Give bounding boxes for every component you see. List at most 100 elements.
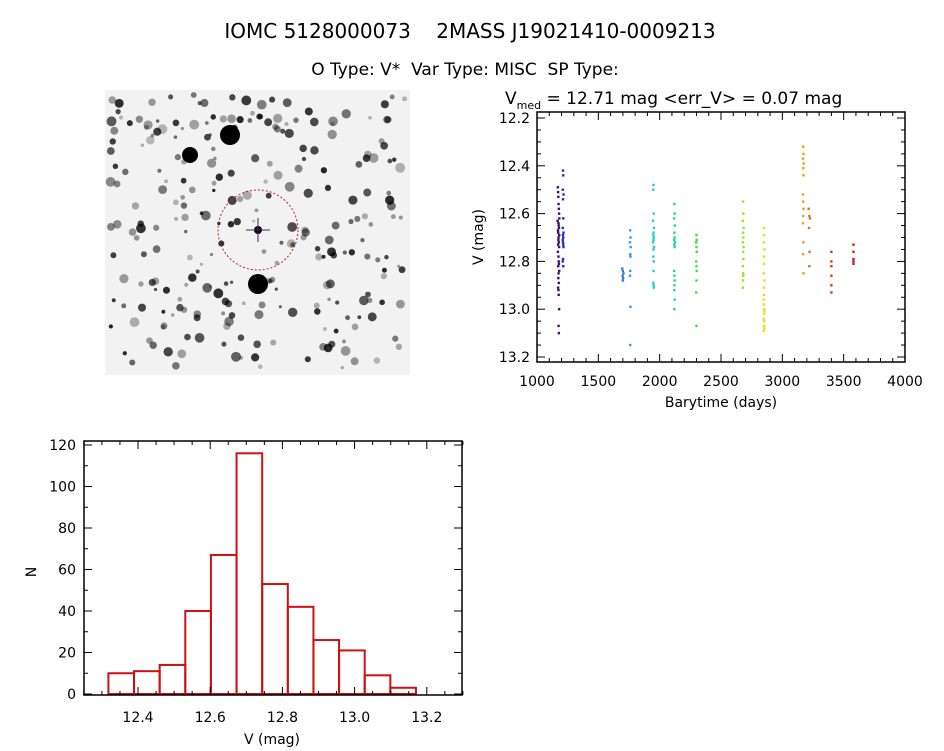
star: [204, 121, 209, 125]
star: [227, 169, 235, 177]
star: [150, 133, 155, 138]
star: [227, 220, 235, 228]
data-point: [802, 162, 805, 165]
star: [223, 281, 229, 286]
star: [194, 332, 205, 343]
star: [327, 297, 331, 302]
data-point: [802, 272, 805, 275]
data-point: [673, 236, 676, 239]
data-point: [695, 279, 698, 282]
star: [211, 146, 216, 152]
data-point: [672, 288, 676, 292]
data-point: [557, 264, 560, 268]
star: [108, 324, 113, 329]
star: [323, 280, 332, 290]
data-point: [672, 238, 676, 242]
star: [227, 114, 236, 123]
star: [172, 119, 180, 127]
data-point: [807, 207, 810, 211]
star: [170, 313, 175, 317]
data-point: [556, 286, 560, 289]
data-point: [561, 260, 564, 263]
star: [231, 351, 241, 362]
data-point: [852, 250, 855, 254]
data-point: [830, 284, 833, 287]
data-point: [762, 262, 766, 265]
star: [264, 118, 273, 127]
star: [227, 195, 237, 205]
data-point: [652, 286, 655, 289]
star: [236, 116, 244, 124]
star: [397, 264, 401, 268]
x-tick-label: 13.2: [411, 710, 442, 726]
histogram-bar: [184, 610, 212, 695]
y-axis-label: V (mag): [471, 209, 487, 265]
star: [345, 315, 351, 321]
star: [129, 359, 136, 366]
data-point: [621, 269, 625, 273]
star: [287, 307, 298, 318]
star: [368, 153, 379, 163]
histogram-bar: [107, 672, 136, 695]
star: [327, 129, 337, 140]
data-point: [695, 241, 698, 244]
star: [309, 117, 319, 127]
data-point: [557, 207, 561, 211]
y-tick-label: 80: [58, 521, 76, 537]
data-point: [556, 190, 560, 194]
histogram-bar: [312, 639, 341, 695]
star: [284, 121, 289, 127]
star: [219, 115, 227, 123]
star: [146, 337, 153, 344]
bright-star: [220, 125, 240, 145]
data-point: [557, 308, 561, 311]
data-point: [557, 231, 560, 234]
data-point: [762, 293, 766, 297]
data-point: [802, 241, 805, 244]
star: [174, 216, 179, 221]
data-point: [801, 214, 805, 218]
data-point: [621, 274, 624, 277]
star: [184, 229, 188, 234]
x-tick-label: 3500: [826, 374, 862, 390]
star: [122, 351, 127, 356]
star: [365, 291, 371, 298]
data-point: [852, 262, 855, 265]
star: [157, 168, 162, 173]
data-point: [762, 233, 766, 237]
data-point: [762, 319, 766, 323]
y-tick-label: 0: [67, 687, 76, 703]
data-point: [673, 245, 676, 249]
data-point: [622, 272, 625, 275]
star: [362, 154, 371, 163]
star: [137, 220, 144, 227]
star: [359, 295, 369, 306]
data-point: [695, 269, 698, 273]
star: [321, 254, 326, 259]
y-tick-label: 40: [58, 604, 76, 620]
star: [158, 185, 168, 195]
y-tick-label: 20: [58, 646, 76, 662]
y-tick-label: 120: [49, 438, 76, 454]
data-point: [652, 236, 655, 239]
star: [241, 95, 252, 106]
data-point: [672, 217, 676, 220]
data-point: [652, 248, 655, 251]
data-point: [695, 250, 698, 254]
star: [189, 119, 200, 130]
data-point: [628, 241, 632, 244]
star: [118, 115, 124, 120]
x-tick-label: 2000: [642, 374, 678, 390]
histogram-bar: [235, 452, 264, 695]
star: [348, 195, 358, 205]
data-point: [561, 233, 565, 237]
y-tick-label: 100: [49, 480, 76, 496]
star: [328, 116, 338, 127]
data-point: [652, 281, 655, 285]
star: [315, 253, 323, 261]
data-point: [762, 324, 766, 328]
star: [187, 254, 193, 261]
data-point: [629, 343, 632, 347]
data-point: [557, 245, 561, 249]
star: [266, 160, 273, 167]
